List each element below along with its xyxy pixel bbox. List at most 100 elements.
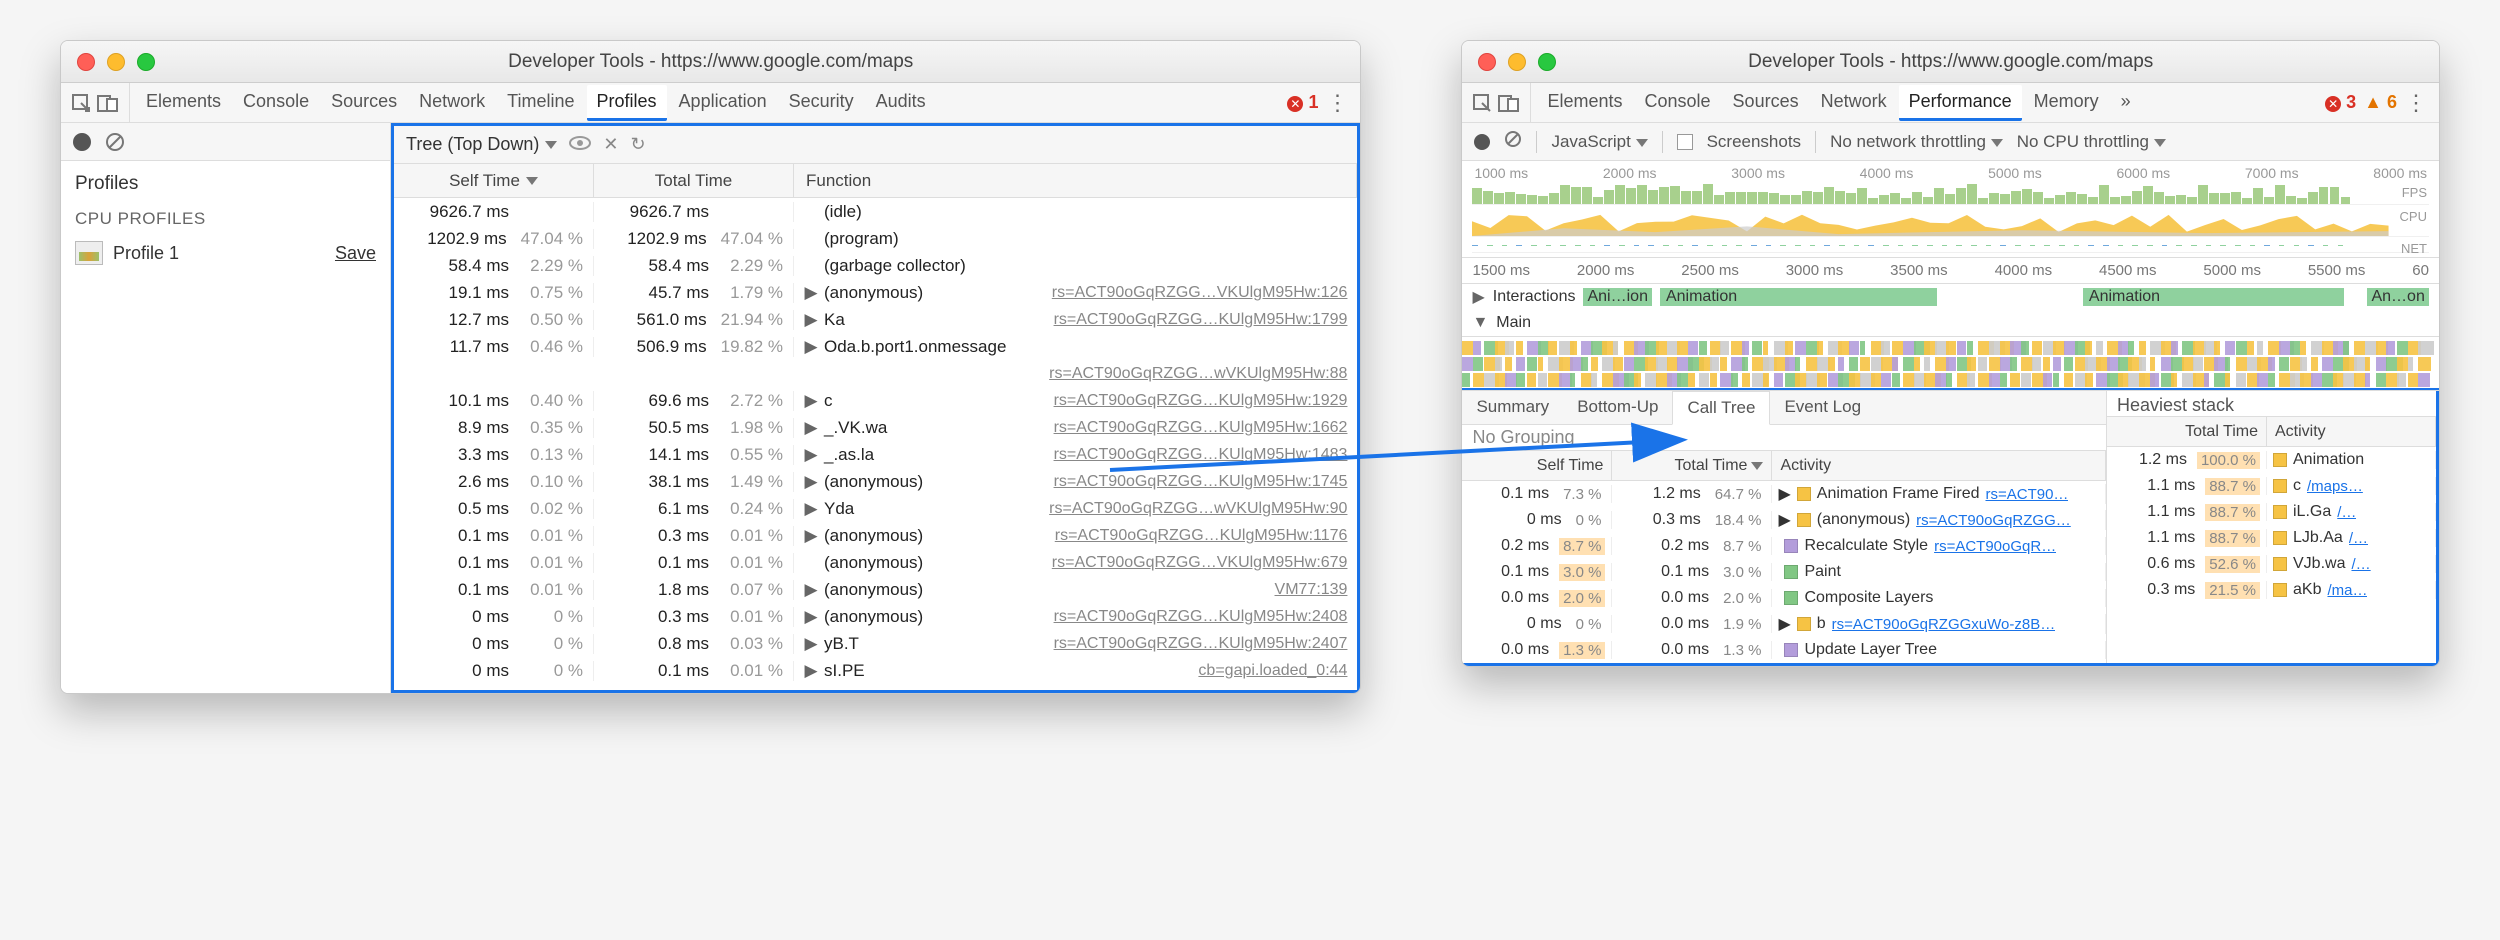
screenshots-checkbox[interactable] bbox=[1677, 134, 1693, 150]
tab-profiles[interactable]: Profiles bbox=[587, 85, 667, 121]
cpu-throttle-dropdown[interactable]: No CPU throttling bbox=[2017, 132, 2166, 152]
tab-sources[interactable]: Sources bbox=[321, 85, 407, 120]
record-icon[interactable] bbox=[1474, 134, 1490, 150]
source-link[interactable]: rs=ACT90oGqRZGG… bbox=[1916, 512, 2071, 529]
save-link[interactable]: Save bbox=[335, 243, 376, 264]
titlebar[interactable]: Developer Tools - https://www.google.com… bbox=[1462, 41, 2439, 83]
profile-row[interactable]: 8.9 ms0.35 % 50.5 ms1.98 % ▶_.VK.wars=AC… bbox=[394, 414, 1357, 441]
detail-ruler[interactable]: 1500 ms2000 ms2500 ms3000 ms3500 ms4000 … bbox=[1462, 258, 2439, 284]
profile-row[interactable]: 3.3 ms0.13 % 14.1 ms0.55 % ▶_.as.lars=AC… bbox=[394, 441, 1357, 468]
profile-row[interactable]: 12.7 ms0.50 % 561.0 ms21.94 % ▶Kars=ACT9… bbox=[394, 306, 1357, 333]
heaviest-row[interactable]: 0.3 ms21.5 % aKb /ma… bbox=[2107, 577, 2436, 603]
source-link[interactable]: rs=ACT90… bbox=[1985, 486, 2068, 503]
tab-event-log[interactable]: Event Log bbox=[1770, 391, 1875, 424]
profile-row[interactable]: rs=ACT90oGqRZGG…wVKUlgM95Hw:88 bbox=[394, 360, 1357, 387]
source-link[interactable]: rs=ACT90oGqRZGGxuWo-z8B… bbox=[1832, 616, 2056, 633]
source-link[interactable]: rs=ACT90oGqRZGG…KUlgM95Hw:1745 bbox=[1054, 473, 1348, 491]
profile-row[interactable]: 0.5 ms0.02 % 6.1 ms0.24 % ▶Ydars=ACT90oG… bbox=[394, 495, 1357, 522]
col-function[interactable]: Function bbox=[794, 164, 1357, 197]
source-link[interactable]: rs=ACT90oGqRZGG…KUlgM95Hw:1799 bbox=[1054, 311, 1348, 329]
record-icon[interactable] bbox=[73, 133, 91, 151]
profile-row[interactable]: 0 ms0 % 0.3 ms0.01 % ▶(anonymous)rs=ACT9… bbox=[394, 603, 1357, 630]
tab-call-tree[interactable]: Call Tree bbox=[1672, 391, 1770, 425]
source-link[interactable]: rs=ACT90oGqRZGG…KUlgM95Hw:2407 bbox=[1054, 635, 1348, 653]
call-tree-row[interactable]: 0.0 ms2.0 % 0.0 ms2.0 % Composite Layers bbox=[1462, 585, 2106, 611]
net-throttle-dropdown[interactable]: No network throttling bbox=[1830, 132, 2003, 152]
profile-row[interactable]: 0 ms0 % 0.1 ms0.01 % ▶sI.PEcb=gapi.loade… bbox=[394, 657, 1357, 684]
source-link[interactable]: rs=ACT90oGqRZGG…wVKUlgM95Hw:90 bbox=[1049, 500, 1347, 518]
tab-bottom-up[interactable]: Bottom-Up bbox=[1563, 391, 1672, 424]
source-link[interactable]: /… bbox=[2337, 504, 2356, 521]
source-link[interactable]: rs=ACT90oGqR… bbox=[1934, 538, 2056, 555]
profile-row[interactable]: 2.6 ms0.10 % 38.1 ms1.49 % ▶(anonymous)r… bbox=[394, 468, 1357, 495]
inspect-icon[interactable] bbox=[71, 93, 91, 113]
profile-row[interactable]: 0 ms0 % 0.8 ms0.03 % ▶yB.Trs=ACT90oGqRZG… bbox=[394, 630, 1357, 657]
tab-console[interactable]: Console bbox=[233, 85, 319, 120]
device-icon[interactable] bbox=[1498, 93, 1520, 113]
tab-elements[interactable]: Elements bbox=[136, 85, 231, 120]
js-dropdown[interactable]: JavaScript bbox=[1551, 132, 1647, 152]
titlebar[interactable]: Developer Tools - https://www.google.com… bbox=[61, 41, 1360, 83]
profile-row[interactable]: 0.1 ms0.01 % 0.3 ms0.01 % ▶(anonymous)rs… bbox=[394, 522, 1357, 549]
flame-chart[interactable] bbox=[1462, 337, 2439, 391]
timeline-overview[interactable]: 1000 ms2000 ms3000 ms4000 ms5000 ms6000 … bbox=[1462, 161, 2439, 258]
source-link[interactable]: /ma… bbox=[2327, 582, 2367, 599]
tab-security[interactable]: Security bbox=[779, 85, 864, 120]
heaviest-row[interactable]: 1.1 ms88.7 % LJb.Aa /… bbox=[2107, 525, 2436, 551]
heaviest-row[interactable]: 0.6 ms52.6 % VJb.wa /… bbox=[2107, 551, 2436, 577]
ct-col-self[interactable]: Self Time bbox=[1462, 451, 1612, 480]
call-tree-row[interactable]: 0.2 ms8.7 % 0.2 ms8.7 % Recalculate Styl… bbox=[1462, 533, 2106, 559]
profile-row[interactable]: 58.4 ms2.29 % 58.4 ms2.29 % (garbage col… bbox=[394, 252, 1357, 279]
profile-row[interactable]: 11.7 ms0.46 % 506.9 ms19.82 % ▶Oda.b.por… bbox=[394, 333, 1357, 360]
kebab-icon[interactable]: ⋮ bbox=[2405, 96, 2427, 109]
main-row[interactable]: ▼Main bbox=[1462, 310, 2439, 336]
ct-col-total[interactable]: Total Time bbox=[1612, 451, 1772, 480]
tab-audits[interactable]: Audits bbox=[866, 85, 936, 120]
tab-elements[interactable]: Elements bbox=[1537, 85, 1632, 120]
clear-icon[interactable] bbox=[105, 132, 125, 152]
profile-row[interactable]: 1202.9 ms47.04 % 1202.9 ms47.04 % (progr… bbox=[394, 225, 1357, 252]
kebab-icon[interactable]: ⋮ bbox=[1326, 96, 1348, 109]
call-tree-row[interactable]: 0 ms0 % 0.3 ms18.4 % ▶(anonymous) rs=ACT… bbox=[1462, 507, 2106, 533]
source-link[interactable]: rs=ACT90oGqRZGG…KUlgM95Hw:1662 bbox=[1054, 419, 1348, 437]
error-badge[interactable]: ✕ 3 bbox=[2325, 92, 2356, 113]
col-total-time[interactable]: Total Time bbox=[594, 164, 794, 197]
tab-timeline[interactable]: Timeline bbox=[497, 85, 584, 120]
tab-network[interactable]: Network bbox=[1811, 85, 1897, 120]
call-tree-row[interactable]: 0.0 ms1.3 % 0.0 ms1.3 % Update Layer Tre… bbox=[1462, 637, 2106, 663]
profile-row[interactable]: 0.1 ms0.01 % 0.1 ms0.01 % (anonymous)rs=… bbox=[394, 549, 1357, 576]
tab-sources[interactable]: Sources bbox=[1723, 85, 1809, 120]
error-badge[interactable]: ✕ 1 bbox=[1287, 92, 1318, 113]
call-tree-row[interactable]: 0.1 ms7.3 % 1.2 ms64.7 % ▶Animation Fram… bbox=[1462, 481, 2106, 507]
heaviest-row[interactable]: 1.2 ms100.0 % Animation bbox=[2107, 447, 2436, 473]
source-link[interactable]: rs=ACT90oGqRZGG…VKUlgM95Hw:126 bbox=[1052, 284, 1348, 302]
source-link[interactable]: cb=gapi.loaded_0:44 bbox=[1198, 662, 1347, 680]
ct-col-activity[interactable]: Activity bbox=[1772, 451, 2106, 480]
call-tree-row[interactable]: 0 ms0 % 0.0 ms1.9 % ▶b rs=ACT90oGqRZGGxu… bbox=[1462, 611, 2106, 637]
profile-row[interactable]: 10.1 ms0.40 % 69.6 ms2.72 % ▶crs=ACT90oG… bbox=[394, 387, 1357, 414]
tab-summary[interactable]: Summary bbox=[1462, 391, 1563, 424]
inspect-icon[interactable] bbox=[1472, 93, 1492, 113]
device-icon[interactable] bbox=[97, 93, 119, 113]
clear-icon[interactable] bbox=[1504, 130, 1522, 153]
tab-application[interactable]: Application bbox=[669, 85, 777, 120]
grouping-dropdown[interactable]: No Grouping bbox=[1462, 425, 2106, 451]
tab-console[interactable]: Console bbox=[1635, 85, 1721, 120]
profile-row[interactable]: 0.1 ms0.01 % 1.8 ms0.07 % ▶(anonymous)VM… bbox=[394, 576, 1357, 603]
profile-row[interactable]: 19.1 ms0.75 % 45.7 ms1.79 % ▶(anonymous)… bbox=[394, 279, 1357, 306]
source-link[interactable]: rs=ACT90oGqRZGG…wVKUlgM95Hw:88 bbox=[1049, 365, 1347, 383]
source-link[interactable]: rs=ACT90oGqRZGG…VKUlgM95Hw:679 bbox=[1052, 554, 1348, 572]
call-tree-row[interactable]: 0.1 ms3.0 % 0.1 ms3.0 % Paint bbox=[1462, 559, 2106, 585]
hv-col-activity[interactable]: Activity bbox=[2267, 417, 2436, 446]
tab-more[interactable]: » bbox=[2111, 85, 2141, 120]
eye-icon[interactable] bbox=[569, 134, 591, 155]
source-link[interactable]: rs=ACT90oGqRZGG…KUlgM95Hw:1483 bbox=[1054, 446, 1348, 464]
heaviest-row[interactable]: 1.1 ms88.7 % c /maps… bbox=[2107, 473, 2436, 499]
col-self-time[interactable]: Self Time bbox=[394, 164, 594, 197]
profile-row[interactable]: 9626.7 ms 9626.7 ms (idle) bbox=[394, 198, 1357, 225]
source-link[interactable]: /… bbox=[2349, 530, 2368, 547]
source-link[interactable]: /maps… bbox=[2307, 478, 2363, 495]
tree-mode-dropdown[interactable]: Tree (Top Down) bbox=[406, 134, 557, 155]
tab-memory[interactable]: Memory bbox=[2024, 85, 2109, 120]
refresh-icon[interactable]: ↻ bbox=[630, 134, 645, 155]
